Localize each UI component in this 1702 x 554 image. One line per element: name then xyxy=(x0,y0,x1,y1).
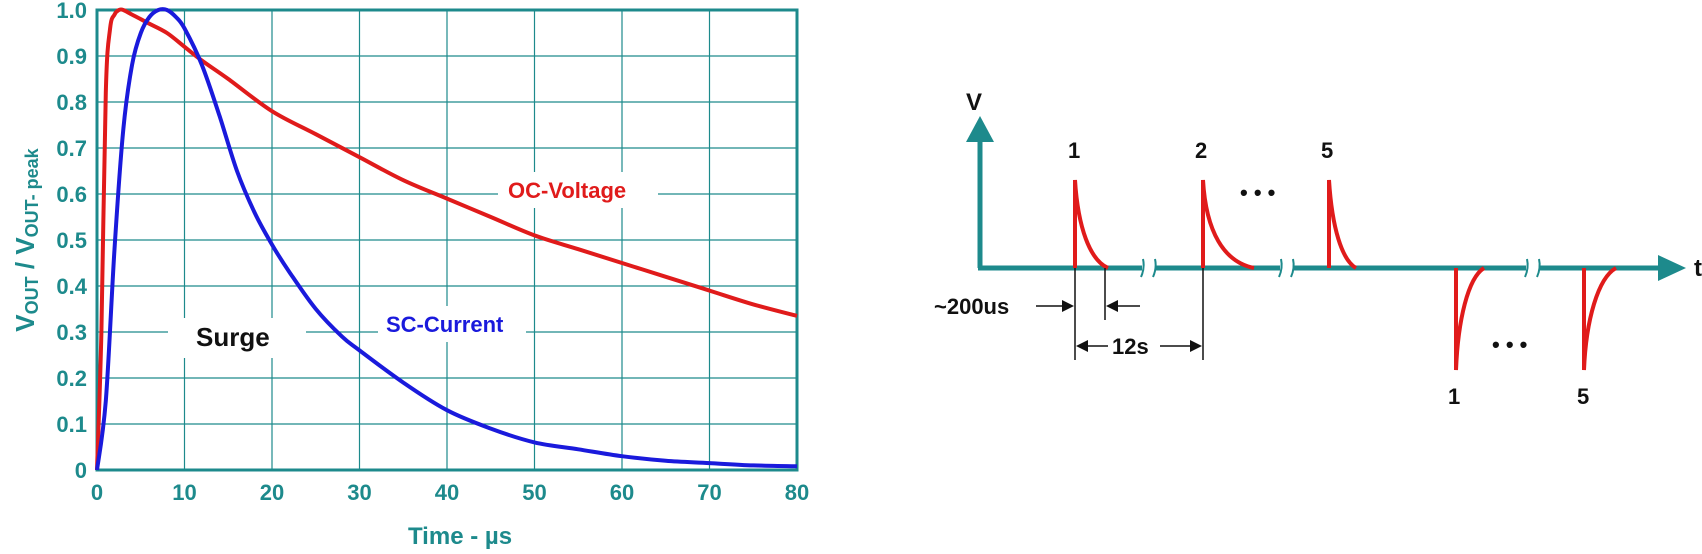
y-tick-label: 0.4 xyxy=(56,274,87,299)
x-tick-label: 80 xyxy=(785,480,809,505)
sc-current-label: SC-Current xyxy=(386,312,504,337)
oc-voltage-label-bg xyxy=(498,172,658,208)
y-tick-labels: 0 0.1 0.2 0.3 0.4 0.5 0.6 0.7 0.8 0.9 1.0 xyxy=(56,0,87,483)
oc-voltage-label: OC-Voltage xyxy=(508,178,626,203)
period-label: 12s xyxy=(1112,334,1149,359)
negative-pulse-1 xyxy=(1454,266,1486,371)
y-tick-label: 0.1 xyxy=(56,412,87,437)
chart-grid xyxy=(97,10,797,470)
pulse-width-arrowhead-right xyxy=(1106,300,1118,312)
pulse-sequence-diagram: V t 1 2 5 • • • 1 5 • • • xyxy=(934,89,1702,409)
x-tick-label: 0 xyxy=(91,480,103,505)
surge-label: Surge xyxy=(196,322,270,352)
y-title-sub1: OUT xyxy=(22,276,42,314)
y-tick-label: 0.7 xyxy=(56,136,87,161)
x-tick-label: 20 xyxy=(260,480,284,505)
oc-voltage-line xyxy=(95,7,798,471)
y-tick-label: 0 xyxy=(75,458,87,483)
period-arrowhead-left xyxy=(1076,340,1088,352)
axis-break-1 xyxy=(1140,258,1157,278)
positive-pulse-1-label: 1 xyxy=(1068,138,1080,163)
y-tick-label: 0.9 xyxy=(56,44,87,69)
period-label-bg xyxy=(1108,332,1160,360)
y-tick-label: 0.8 xyxy=(56,90,87,115)
v-axis-label: V xyxy=(966,89,982,116)
pulse-width-arrowhead-left xyxy=(1062,300,1074,312)
positive-pulse-5-label: 5 xyxy=(1321,138,1333,163)
ellipsis-top: • • • xyxy=(1240,180,1275,205)
x-axis-title: Time - µs xyxy=(408,523,512,550)
axis-break-2 xyxy=(1278,258,1295,278)
positive-pulse-1 xyxy=(1073,179,1109,270)
y-tick-label: 0.3 xyxy=(56,320,87,345)
t-axis-label: t xyxy=(1694,255,1702,282)
y-title-v2: / V xyxy=(10,237,40,277)
positive-pulse-2-label: 2 xyxy=(1195,138,1207,163)
surge-label-bg xyxy=(168,318,306,358)
axis-break-3 xyxy=(1524,258,1541,278)
sc-current-label-bg xyxy=(378,306,526,342)
pulse-width-label: ~200us xyxy=(934,294,1009,319)
negative-pulse-5 xyxy=(1582,266,1618,371)
y-title-v1: V xyxy=(10,314,40,332)
surge-waveform-chart: 0 10 20 30 40 50 60 70 80 0 0.1 0.2 0.3 0.4 0.5 0.6 0.7… xyxy=(10,0,809,550)
x-tick-label: 40 xyxy=(435,480,459,505)
x-tick-labels: 0 10 20 30 40 50 60 70 80 xyxy=(91,480,809,505)
y-tick-label: 0.5 xyxy=(56,228,87,253)
v-axis-arrowhead xyxy=(966,116,994,142)
t-axis-arrowhead xyxy=(1658,255,1686,281)
positive-pulse-2 xyxy=(1201,179,1255,270)
y-tick-label: 0.6 xyxy=(56,182,87,207)
y-tick-label: 0.2 xyxy=(56,366,87,391)
x-tick-label: 10 xyxy=(172,480,196,505)
period-arrowhead-right xyxy=(1190,340,1202,352)
y-axis-title: VOUT / VOUT- peak xyxy=(10,147,42,331)
x-tick-label: 70 xyxy=(697,480,721,505)
plot-frame xyxy=(95,8,799,472)
ellipsis-bottom: • • • xyxy=(1492,332,1527,357)
x-tick-label: 50 xyxy=(522,480,546,505)
positive-pulse-5 xyxy=(1327,179,1358,270)
y-tick-label: 1.0 xyxy=(56,0,87,23)
y-title-sub2: OUT- peak xyxy=(22,147,42,237)
x-tick-label: 30 xyxy=(347,480,371,505)
x-tick-label: 60 xyxy=(610,480,634,505)
negative-pulse-5-label: 5 xyxy=(1577,384,1589,409)
negative-pulse-1-label: 1 xyxy=(1448,384,1460,409)
sc-current-line xyxy=(95,7,798,471)
